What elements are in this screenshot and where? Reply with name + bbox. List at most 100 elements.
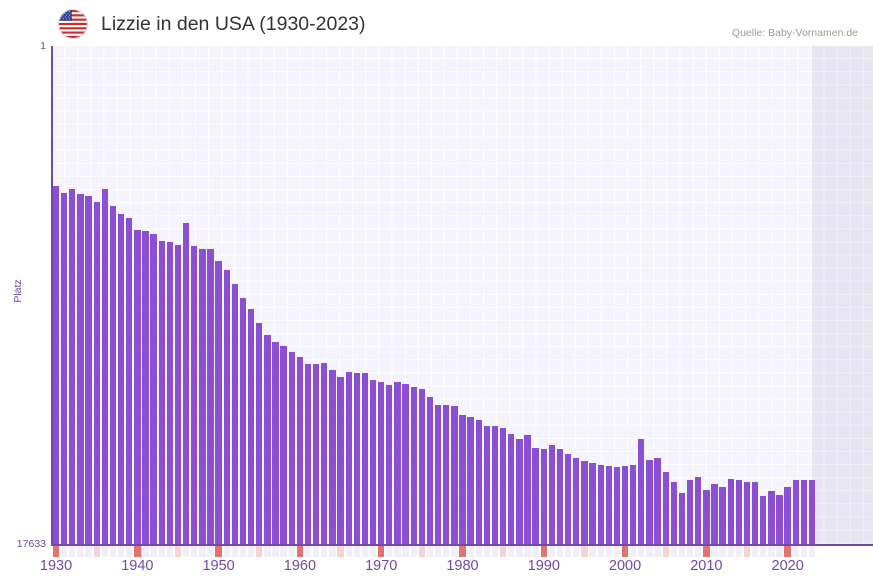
bar[interactable]	[678, 493, 686, 545]
x-axis-tick-label: 1960	[283, 558, 317, 574]
bar[interactable]	[52, 186, 60, 545]
bar[interactable]	[353, 373, 360, 545]
bar[interactable]	[304, 363, 312, 545]
bar[interactable]	[451, 406, 458, 545]
bar[interactable]	[386, 385, 393, 545]
bar[interactable]	[166, 242, 174, 545]
bar[interactable]	[483, 426, 491, 545]
bar[interactable]	[516, 438, 523, 545]
bar[interactable]	[695, 477, 702, 545]
bar[interactable]	[101, 188, 108, 545]
x-axis-tick	[703, 546, 710, 557]
bar[interactable]	[345, 371, 352, 545]
x-axis-tick	[735, 546, 743, 557]
bar[interactable]	[499, 428, 507, 545]
bar[interactable]	[743, 481, 751, 545]
bar[interactable]	[540, 449, 547, 545]
bar[interactable]	[191, 246, 198, 545]
bar[interactable]	[199, 248, 206, 545]
bar[interactable]	[369, 379, 377, 545]
bar[interactable]	[784, 487, 791, 545]
bar[interactable]	[719, 486, 726, 545]
bar[interactable]	[605, 465, 612, 545]
bar[interactable]	[77, 194, 84, 545]
bar[interactable]	[613, 466, 621, 545]
bar[interactable]	[703, 489, 710, 545]
bar[interactable]	[751, 481, 759, 545]
bar[interactable]	[597, 465, 604, 545]
bar[interactable]	[174, 244, 182, 545]
bar[interactable]	[418, 389, 425, 545]
bar[interactable]	[402, 384, 409, 545]
bar[interactable]	[670, 481, 677, 545]
bar[interactable]	[768, 490, 775, 545]
bar[interactable]	[556, 449, 564, 545]
bar[interactable]	[158, 240, 165, 545]
bar[interactable]	[686, 479, 694, 545]
bar[interactable]	[394, 382, 401, 545]
bar[interactable]	[182, 222, 190, 545]
bar[interactable]	[459, 415, 466, 545]
bar[interactable]	[288, 351, 295, 545]
bar[interactable]	[247, 308, 255, 545]
bar[interactable]	[808, 479, 816, 545]
bar[interactable]	[207, 249, 214, 545]
bar[interactable]	[662, 472, 669, 545]
bar[interactable]	[329, 370, 336, 545]
bar[interactable]	[142, 230, 149, 545]
bar[interactable]	[150, 234, 157, 545]
bar[interactable]	[223, 269, 230, 545]
bar[interactable]	[548, 444, 556, 545]
bar[interactable]	[589, 463, 596, 545]
bar[interactable]	[296, 356, 304, 545]
bar[interactable]	[565, 453, 572, 545]
bar[interactable]	[443, 404, 450, 545]
x-axis-tick	[247, 546, 255, 557]
bar[interactable]	[467, 416, 474, 545]
bar[interactable]	[264, 335, 271, 545]
bar[interactable]	[117, 213, 125, 545]
bar[interactable]	[93, 201, 100, 545]
bar[interactable]	[776, 495, 783, 545]
bar[interactable]	[711, 483, 718, 545]
bar[interactable]	[134, 229, 141, 545]
bar[interactable]	[434, 404, 442, 545]
bar[interactable]	[630, 465, 637, 545]
bar[interactable]	[800, 480, 808, 545]
bar[interactable]	[85, 195, 92, 545]
bar[interactable]	[231, 284, 239, 545]
bar[interactable]	[215, 261, 222, 545]
bar[interactable]	[727, 479, 734, 545]
bar[interactable]	[638, 438, 645, 545]
bar[interactable]	[109, 205, 117, 545]
bar[interactable]	[760, 495, 767, 545]
x-axis-tick	[150, 546, 157, 557]
bar[interactable]	[61, 192, 68, 545]
bar[interactable]	[256, 322, 263, 545]
bar[interactable]	[654, 457, 661, 545]
bar[interactable]	[621, 465, 629, 545]
bar[interactable]	[337, 377, 344, 545]
bar[interactable]	[524, 434, 531, 545]
bar[interactable]	[410, 386, 417, 545]
bar[interactable]	[532, 447, 539, 545]
bar[interactable]	[126, 217, 133, 545]
bar[interactable]	[280, 345, 287, 545]
bar[interactable]	[239, 298, 247, 545]
bar[interactable]	[581, 460, 588, 545]
bar[interactable]	[426, 397, 434, 545]
bar[interactable]	[475, 419, 482, 545]
bar[interactable]	[69, 188, 76, 545]
bar[interactable]	[508, 433, 515, 545]
bar[interactable]	[272, 342, 279, 545]
bar[interactable]	[573, 458, 580, 545]
bar[interactable]	[378, 381, 385, 545]
x-axis-tick	[207, 546, 214, 557]
bar[interactable]	[735, 479, 743, 545]
bar[interactable]	[321, 362, 328, 545]
bar[interactable]	[313, 364, 320, 545]
bar[interactable]	[792, 480, 799, 545]
bar[interactable]	[491, 425, 499, 545]
bar[interactable]	[361, 373, 369, 545]
bar[interactable]	[646, 459, 653, 545]
